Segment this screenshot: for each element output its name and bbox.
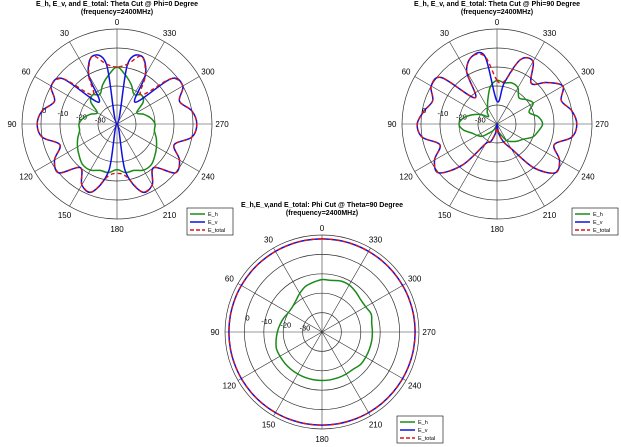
- grid-spoke: [321, 283, 407, 333]
- grid-spoke: [496, 76, 580, 125]
- grid-spoke: [449, 123, 498, 207]
- angle-tick-label: 150: [262, 421, 276, 430]
- angle-tick-label: 270: [595, 120, 609, 129]
- angle-tick-label: 60: [22, 68, 31, 77]
- angle-tick-label: 150: [438, 211, 452, 220]
- legend-label: E_total: [593, 228, 610, 234]
- angle-tick-label: 210: [163, 211, 177, 220]
- chart-title: E_h,E_v,and E_total: Phi Cut @ Theta=90 …: [241, 202, 403, 209]
- angle-tick-label: 120: [223, 382, 237, 391]
- polar-chart-3: E_h,E_v,and E_total: Phi Cut @ Theta=90 …: [211, 202, 444, 444]
- legend-label: E_h: [208, 212, 218, 218]
- legend-label: E_total: [418, 436, 435, 442]
- radial-tick-label: -30: [95, 116, 106, 125]
- angle-tick-label: 0: [115, 18, 120, 27]
- series-line-e-h: [275, 278, 374, 382]
- chart-subtitle: (frequency=2400MHz): [461, 9, 533, 16]
- angle-tick-label: 330: [543, 29, 557, 38]
- angle-tick-label: 330: [369, 235, 383, 244]
- grid-spoke: [116, 41, 165, 125]
- angle-tick-label: 300: [408, 275, 422, 284]
- angle-tick-label: 240: [408, 382, 422, 391]
- radial-tick-label: 0: [245, 314, 249, 323]
- angle-tick-label: 270: [215, 120, 229, 129]
- chart-title: E_h, E_v, and E_total: Theta Cut @ Phi=9…: [414, 1, 580, 8]
- legend-label: E_h: [418, 420, 428, 426]
- grid-spoke: [496, 41, 545, 125]
- series-line-e-h: [458, 79, 544, 143]
- angle-tick-label: 300: [581, 68, 595, 77]
- polar-chart-1: E_h, E_v, and E_total: Theta Cut @ Phi=0…: [8, 1, 234, 236]
- radial-tick-label: -20: [76, 112, 87, 121]
- legend-box: [571, 207, 619, 236]
- grid-spoke: [34, 76, 118, 125]
- series-line-e-h: [76, 66, 158, 174]
- angle-tick-label: 30: [60, 29, 69, 38]
- grid-spoke: [321, 331, 407, 381]
- angle-tick-label: 240: [581, 173, 595, 182]
- legend-label: E_v: [208, 220, 218, 226]
- grid-spoke: [496, 123, 545, 207]
- chart-subtitle: (frequency=2400MHz): [286, 210, 358, 217]
- angle-tick-label: 120: [19, 173, 33, 182]
- polar-chart-2: E_h, E_v, and E_total: Theta Cut @ Phi=9…: [388, 1, 619, 236]
- angle-tick-label: 210: [543, 211, 557, 220]
- grid-spoke: [116, 76, 200, 125]
- angle-tick-label: 30: [440, 29, 449, 38]
- grid-spoke: [321, 247, 371, 333]
- radial-tick-label: -20: [280, 320, 291, 329]
- angle-tick-label: 180: [490, 225, 504, 234]
- angle-tick-label: 90: [211, 328, 220, 337]
- radial-tick-label: 0: [42, 106, 46, 115]
- chart-subtitle: (frequency=2400MHz): [81, 9, 153, 16]
- angle-tick-label: 60: [225, 275, 234, 284]
- legend-label: E_total: [208, 228, 225, 234]
- series-line-e-total: [228, 238, 416, 426]
- radial-tick-label: -10: [261, 317, 272, 326]
- angle-tick-label: 270: [422, 328, 436, 337]
- grid-spoke: [116, 123, 200, 172]
- series-line-e-v: [36, 54, 198, 194]
- angle-tick-label: 0: [320, 224, 325, 233]
- angle-tick-label: 0: [495, 18, 500, 27]
- angle-tick-label: 180: [110, 225, 124, 234]
- angle-tick-label: 120: [399, 173, 413, 182]
- angle-tick-label: 180: [315, 435, 329, 444]
- grid-spoke: [69, 41, 118, 125]
- grid-spoke: [237, 283, 323, 333]
- grid-spoke: [69, 123, 118, 207]
- radial-tick-label: -10: [437, 109, 448, 118]
- radial-tick-label: -30: [475, 116, 486, 125]
- grid-spoke: [273, 247, 323, 333]
- angle-tick-label: 240: [201, 173, 215, 182]
- grid-spoke: [414, 123, 498, 172]
- radial-tick-label: -20: [456, 112, 467, 121]
- angle-tick-label: 60: [402, 68, 411, 77]
- series-line-e-total: [416, 53, 578, 174]
- legend-label: E_v: [418, 428, 428, 434]
- angle-tick-label: 300: [201, 68, 215, 77]
- radial-tick-label: -10: [57, 109, 68, 118]
- legend-label: E_v: [593, 220, 603, 226]
- radial-tick-label: -30: [299, 324, 310, 333]
- legend-label: E_h: [593, 212, 603, 218]
- angle-tick-label: 30: [264, 235, 273, 244]
- chart-title: E_h, E_v, and E_total: Theta Cut @ Phi=0…: [36, 1, 198, 8]
- angle-tick-label: 330: [163, 29, 177, 38]
- grid-spoke: [414, 76, 498, 125]
- angle-tick-label: 150: [58, 211, 72, 220]
- angle-tick-label: 90: [388, 120, 397, 129]
- grid-spoke: [496, 123, 580, 172]
- grid-spoke: [449, 41, 498, 125]
- angle-tick-label: 90: [8, 120, 17, 129]
- angle-tick-label: 210: [369, 421, 383, 430]
- grid-spoke: [34, 123, 118, 172]
- grid-spoke: [116, 123, 165, 207]
